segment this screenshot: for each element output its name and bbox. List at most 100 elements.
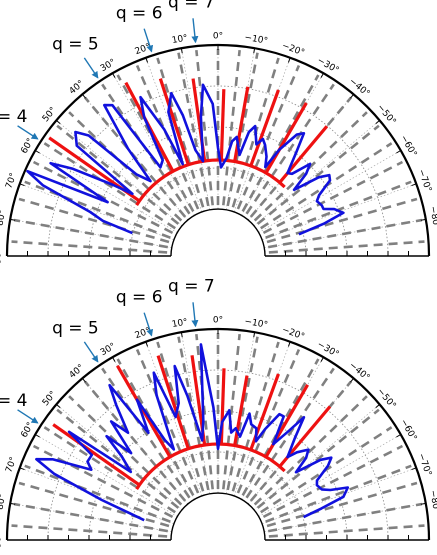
- dashed-radial-line: [262, 160, 404, 235]
- inner-arc: [170, 492, 266, 541]
- annotation-arrow: [83, 341, 99, 363]
- dashed-radial-line: [135, 348, 200, 494]
- grid-spoke: [258, 434, 401, 517]
- angle-tick-mark: [420, 218, 426, 221]
- dashed-radial-line: [253, 111, 368, 222]
- angle-tick-label: 90°: [0, 248, 4, 264]
- annotation-arrow: [17, 125, 39, 140]
- dashed-radial-line: [101, 367, 191, 499]
- grid-spoke: [258, 150, 401, 233]
- angle-tick-label: −30°: [315, 340, 340, 360]
- angle-tick-mark: [19, 467, 25, 471]
- dashed-radial-line: [83, 380, 187, 502]
- q-annotation-label: q = 6: [116, 3, 163, 23]
- dashed-radial-line: [24, 180, 171, 239]
- polar-chart-top: 90°80°70°60°50°40°30°20°10° 0° −10°−20°−30…: [0, 0, 437, 264]
- angle-tick-label: −50°: [375, 103, 398, 127]
- angle-tick-mark: [396, 150, 401, 154]
- polar-chart-bottom: 90°80°70°60°50°40°30°20°10° 0° −10°−20°−30…: [0, 276, 437, 548]
- dashed-radial-line: [231, 341, 280, 492]
- dashed-radial-line: [256, 408, 380, 509]
- annotation-arrow: [191, 302, 199, 328]
- grid-spoke: [112, 73, 195, 216]
- grid-spoke: [225, 48, 255, 210]
- dashed-radial-line: [18, 197, 170, 244]
- dashed-radial-line: [56, 408, 180, 509]
- angle-tick-mark: [81, 378, 86, 383]
- angle-tick-mark: [253, 332, 256, 338]
- angle-tick-mark: [350, 378, 355, 383]
- grid-spoke: [264, 503, 426, 533]
- angle-tick-label: −40°: [347, 76, 371, 99]
- angle-tick-label: 10°: [171, 318, 188, 331]
- angle-tick-label: 0°: [213, 316, 223, 326]
- grid-spoke: [181, 48, 211, 210]
- grid-spoke: [145, 341, 203, 496]
- inner-arc: [170, 208, 266, 257]
- angle-tick-mark: [35, 150, 40, 154]
- grid-spoke: [262, 467, 417, 525]
- red-peak: [249, 89, 280, 167]
- angle-tick-mark: [180, 48, 183, 54]
- angle-tick-mark: [19, 183, 25, 187]
- dashed-radial-line: [13, 218, 169, 249]
- dashed-radial-line: [11, 240, 168, 254]
- dashed-radial-line: [266, 197, 418, 244]
- angle-tick-mark: [350, 94, 355, 99]
- q-annotation-label: q = 7: [168, 276, 215, 296]
- annotation-arrow: [17, 409, 39, 424]
- angle-tick-mark: [56, 119, 61, 124]
- angle-tick-mark: [287, 57, 291, 63]
- grid-spoke: [19, 467, 174, 525]
- grid-spoke: [233, 57, 291, 212]
- grid-spoke: [56, 404, 183, 511]
- dashed-radial-line: [236, 348, 301, 494]
- angle-tick-label: −40°: [347, 360, 371, 383]
- q-annotation-label: q = 5: [52, 35, 99, 55]
- angle-tick-mark: [411, 467, 417, 471]
- angle-tick-label: 0°: [213, 32, 223, 42]
- angle-tick-mark: [10, 218, 16, 221]
- dashed-radial-line: [245, 83, 335, 215]
- dashed-radial-line: [195, 49, 214, 206]
- dashed-radial-line: [13, 502, 169, 533]
- dashed-radial-line: [156, 57, 205, 208]
- angle-tick-mark: [112, 73, 116, 78]
- dashed-radial-line: [226, 52, 259, 207]
- grid-spoke: [253, 404, 380, 511]
- dashed-radial-line: [18, 481, 170, 528]
- dashed-radial-line: [32, 444, 174, 519]
- annotation-arrow: [83, 57, 99, 79]
- angle-tick-mark: [10, 502, 16, 505]
- annotation-arrow: [143, 28, 154, 53]
- dashed-radial-line: [241, 74, 320, 213]
- red-baseline: [135, 442, 286, 491]
- angle-tick-label: −50°: [375, 387, 398, 411]
- grid-spoke: [262, 183, 417, 241]
- angle-tick-mark: [56, 403, 61, 408]
- angle-tick-mark: [287, 341, 291, 347]
- red-peak: [233, 375, 249, 446]
- dashed-radial-line: [265, 464, 412, 523]
- angle-tick-label: 90°: [0, 532, 4, 548]
- dashed-radial-line: [262, 444, 404, 519]
- angle-tick-mark: [396, 434, 401, 438]
- red-peaks: [48, 78, 329, 207]
- red-peak: [264, 102, 308, 174]
- angle-tick-mark: [375, 403, 380, 408]
- dashed-radial-line: [56, 124, 180, 225]
- dashed-radial-line: [245, 367, 335, 499]
- angle-tick-mark: [112, 357, 116, 362]
- angle-tick-mark: [145, 341, 149, 347]
- dashed-radial-line: [266, 481, 418, 528]
- q-annotation-label: q = 4: [0, 391, 27, 411]
- angle-tick-mark: [320, 357, 324, 362]
- grid-spoke: [35, 434, 178, 517]
- dashed-radial-line: [195, 333, 214, 490]
- angle-tick-mark: [253, 48, 256, 54]
- angle-tick-label: −10°: [244, 33, 269, 47]
- angle-tick-label: −30°: [315, 56, 340, 76]
- angle-tick-mark: [81, 94, 86, 99]
- angle-tick-label: −10°: [244, 317, 269, 331]
